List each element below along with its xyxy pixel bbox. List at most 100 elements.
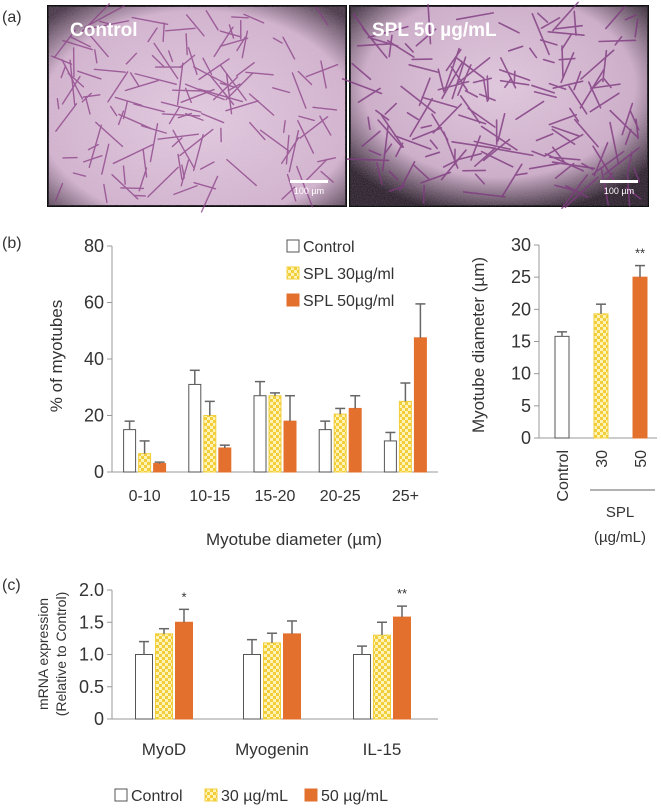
fiber bbox=[241, 30, 249, 59]
fiber bbox=[219, 64, 247, 101]
fiber bbox=[551, 125, 580, 137]
y-tick-label: 0 bbox=[521, 428, 531, 448]
fiber bbox=[602, 49, 608, 83]
myotube-fibers bbox=[341, 1, 642, 210]
fiber bbox=[317, 157, 337, 163]
bar bbox=[155, 633, 173, 720]
fiber bbox=[462, 191, 506, 198]
chart-myotube-diameter: Myotube diameter (µm) 0 5 10 15 20 25 30 ** Co… bbox=[469, 235, 657, 546]
fiber bbox=[303, 158, 328, 184]
fiber bbox=[94, 49, 98, 64]
fiber bbox=[212, 76, 239, 101]
fiber bbox=[552, 1, 579, 32]
fiber bbox=[142, 148, 148, 178]
x-tick-label: 0-10 bbox=[129, 488, 161, 505]
fiber bbox=[297, 70, 313, 86]
fiber bbox=[297, 120, 315, 154]
y-tick-label: 25 bbox=[511, 267, 531, 287]
fiber bbox=[187, 47, 198, 76]
y-axis-label-line2: (Relative to Control) bbox=[53, 592, 69, 717]
fiber bbox=[62, 39, 93, 51]
fiber bbox=[93, 68, 126, 73]
fiber bbox=[609, 121, 620, 166]
fiber bbox=[72, 172, 87, 177]
x-tick-label: 15-20 bbox=[255, 488, 296, 505]
fiber bbox=[315, 6, 329, 26]
fiber bbox=[377, 119, 403, 149]
bar bbox=[263, 642, 281, 720]
fiber bbox=[420, 124, 432, 129]
fiber bbox=[101, 143, 110, 175]
y-tick-label: 30 bbox=[511, 235, 531, 255]
fiber bbox=[185, 33, 188, 56]
fiber bbox=[361, 130, 381, 148]
fiber bbox=[531, 84, 556, 94]
y-tick-label: 0 bbox=[94, 462, 104, 482]
bar bbox=[175, 621, 193, 720]
fiber bbox=[561, 45, 564, 78]
x-tick-label: 10-15 bbox=[189, 488, 230, 505]
fiber bbox=[409, 97, 434, 138]
fiber bbox=[440, 149, 467, 181]
fiber bbox=[153, 42, 179, 80]
fiber bbox=[122, 100, 129, 120]
fiber bbox=[474, 173, 486, 185]
fiber bbox=[320, 60, 327, 89]
fiber bbox=[200, 175, 219, 213]
fiber bbox=[298, 115, 315, 122]
fiber bbox=[603, 147, 640, 176]
micrograph-control: Control 100 µm bbox=[47, 3, 347, 213]
fiber bbox=[480, 125, 518, 151]
myotube-fibers bbox=[51, 3, 339, 213]
fiber bbox=[193, 181, 217, 190]
fiber bbox=[535, 133, 554, 142]
fiber bbox=[227, 83, 241, 92]
fiber bbox=[472, 77, 493, 84]
fiber bbox=[386, 39, 415, 58]
fiber bbox=[587, 81, 602, 109]
x-tick-label: 20-25 bbox=[320, 488, 361, 505]
fiber bbox=[549, 156, 581, 161]
fiber bbox=[280, 136, 300, 165]
fiber bbox=[427, 3, 432, 45]
fiber bbox=[133, 103, 165, 113]
bar bbox=[138, 453, 152, 473]
fiber bbox=[51, 55, 73, 65]
fiber bbox=[167, 50, 174, 63]
y-axis-label: Myotube diameter (µm) bbox=[469, 257, 488, 433]
fiber bbox=[184, 87, 192, 104]
fiber bbox=[455, 12, 495, 21]
fiber bbox=[77, 70, 102, 80]
fiber bbox=[367, 25, 409, 39]
fiber bbox=[573, 70, 582, 91]
fiber bbox=[451, 56, 467, 100]
fiber bbox=[245, 71, 274, 76]
legend-swatch bbox=[286, 239, 300, 253]
y-tick-label: 20 bbox=[511, 299, 531, 319]
fiber bbox=[109, 105, 118, 117]
legend-label: 30 µg/mL bbox=[221, 788, 288, 805]
fiber bbox=[117, 110, 125, 126]
scale-bar-label: 100 µm bbox=[294, 186, 324, 196]
bar bbox=[373, 634, 391, 720]
bar bbox=[393, 616, 411, 720]
fiber bbox=[515, 172, 528, 176]
bar bbox=[318, 429, 332, 473]
fiber bbox=[140, 125, 167, 134]
scale-bar bbox=[290, 180, 328, 183]
bar bbox=[268, 395, 282, 473]
bar bbox=[398, 400, 412, 473]
fiber bbox=[70, 36, 92, 48]
bar bbox=[353, 654, 371, 720]
fiber bbox=[171, 137, 183, 148]
fiber bbox=[515, 100, 545, 121]
x-tick-label: IL-15 bbox=[363, 740, 402, 759]
x-tick-label: 30 bbox=[594, 450, 611, 468]
fiber bbox=[624, 128, 632, 146]
fiber bbox=[55, 103, 78, 132]
fiber bbox=[558, 57, 576, 61]
fiber bbox=[432, 103, 463, 134]
fiber bbox=[179, 128, 214, 157]
bar bbox=[123, 429, 137, 473]
significance-mark: ** bbox=[635, 246, 645, 261]
